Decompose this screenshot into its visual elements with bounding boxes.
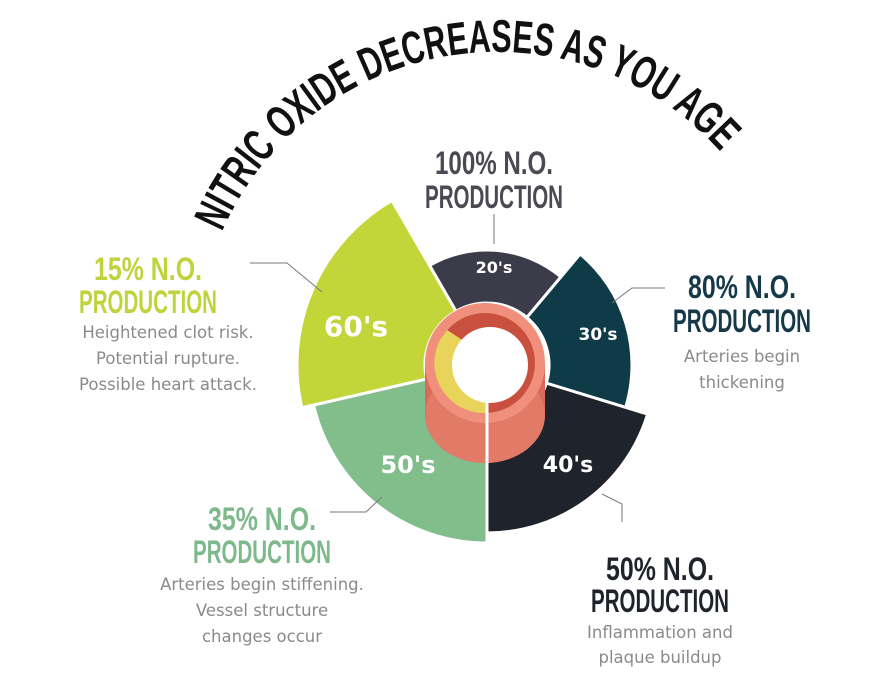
artery-icon (425, 303, 545, 470)
leader-lines (250, 214, 665, 522)
description-50s: Vessel structure (196, 601, 328, 620)
leader-50s (330, 496, 383, 513)
wedge-label-60s: 60's (324, 310, 388, 343)
wedge-label-40s: 40's (543, 453, 593, 478)
heading-20s: PRODUCTION (425, 179, 563, 215)
description-60s: Heightened clot risk. (82, 323, 253, 342)
description-50s: changes occur (202, 627, 322, 646)
leader-30s (611, 287, 665, 304)
description-60s: Possible heart attack. (79, 375, 257, 394)
wedge-30s (524, 251, 634, 410)
heading-50s: PRODUCTION (193, 534, 331, 570)
heading-40s: PRODUCTION (591, 583, 729, 619)
heading-60s: PRODUCTION (79, 284, 217, 320)
leader-40s (601, 493, 623, 522)
heading-60s: 15% N.O. (94, 251, 202, 287)
artery-lumen (452, 327, 528, 403)
description-50s: Arteries begin stiffening. (160, 575, 364, 594)
heading-30s: 80% N.O. (688, 269, 796, 305)
description-40s: Inflammation and (587, 623, 733, 642)
description-30s: Arteries begin (684, 347, 800, 366)
heading-50s: 35% N.O. (208, 501, 316, 537)
heading-30s: PRODUCTION (673, 303, 811, 339)
wedge-label-50s: 50's (380, 451, 435, 479)
heading-20s: 100% N.O. (435, 145, 553, 181)
heading-40s: 50% N.O. (606, 551, 714, 587)
description-60s: Potential rupture. (96, 349, 240, 368)
leader-60s (250, 262, 323, 293)
description-40s: plaque buildup (598, 648, 721, 667)
description-30s: thickening (699, 373, 785, 392)
wedge-label-20s: 20's (476, 258, 513, 277)
wedge-label-30s: 30's (579, 325, 618, 345)
